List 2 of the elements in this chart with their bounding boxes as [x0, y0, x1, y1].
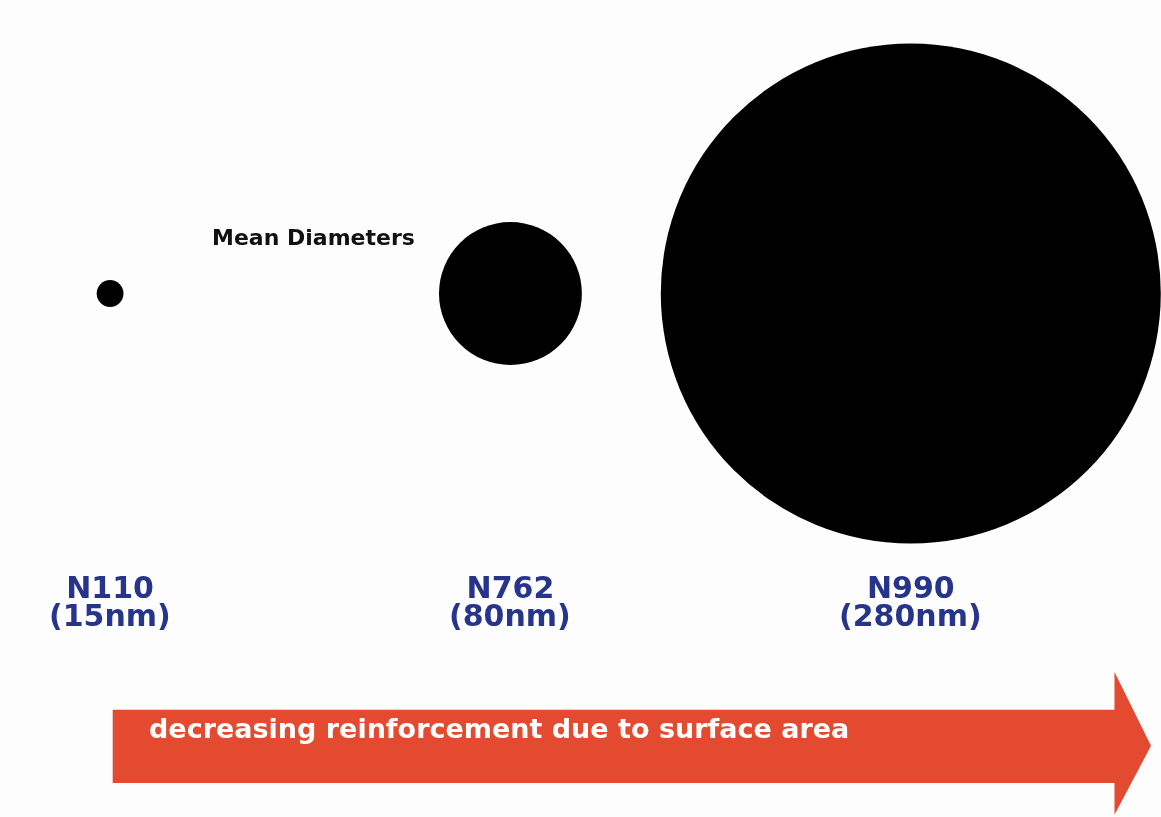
text: decreasing reinforcement due to surface area: [149, 713, 850, 744]
text: Mean Diameters: [212, 224, 415, 250]
